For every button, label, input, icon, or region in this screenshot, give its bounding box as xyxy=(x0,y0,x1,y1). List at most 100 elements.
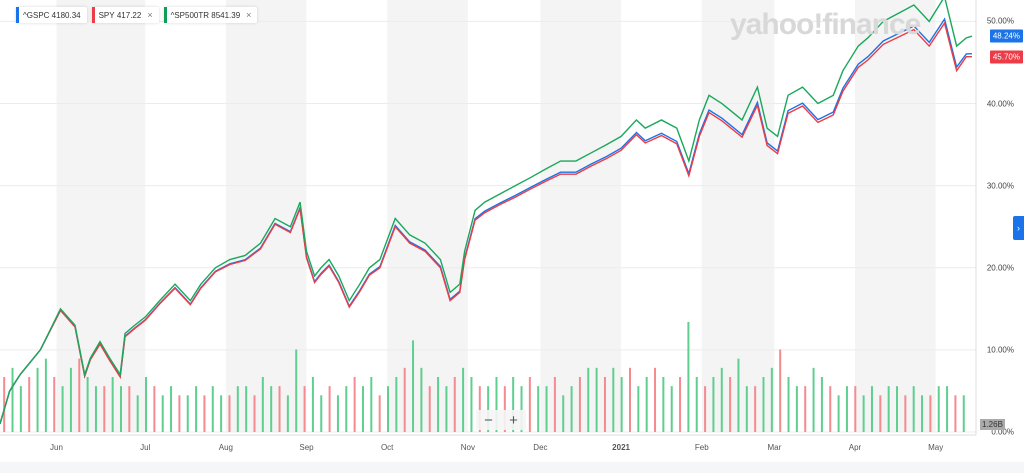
volume-bar xyxy=(153,386,156,432)
volume-bar xyxy=(11,367,14,432)
volume-bar xyxy=(186,395,189,432)
volume-bar xyxy=(787,377,790,432)
volume-bar xyxy=(361,386,364,432)
volume-bar xyxy=(261,377,264,432)
volume-bar xyxy=(28,377,31,432)
volume-bar xyxy=(553,377,556,432)
volume-bar xyxy=(161,395,164,432)
volume-bar xyxy=(770,367,773,432)
volume-bar xyxy=(520,386,523,432)
volume-bar xyxy=(620,377,623,432)
volume-bar xyxy=(311,377,314,432)
x-tick-label: Jul xyxy=(140,443,151,452)
volume-bar xyxy=(645,377,648,432)
volume-bar xyxy=(545,386,548,432)
volume-bar xyxy=(328,386,331,432)
zoom-controls: − + xyxy=(476,410,526,430)
volume-bar xyxy=(445,386,448,432)
volume-bar xyxy=(737,358,740,432)
x-tick-label: Feb xyxy=(694,443,709,452)
volume-bar xyxy=(220,395,223,432)
volume-bar xyxy=(119,386,122,432)
chart-container[interactable]: yahoo!finance ^GSPC 4180.34 SPY 417.22 × … xyxy=(0,0,1024,462)
volume-bar xyxy=(270,386,273,432)
volume-bar xyxy=(870,386,873,432)
volume-label: 1.26B xyxy=(980,419,1005,430)
x-tick-label: 2021 xyxy=(612,443,630,452)
volume-bar xyxy=(745,386,748,432)
volume-bar xyxy=(428,386,431,432)
volume-bar xyxy=(921,395,924,432)
y-tick-label: 10.00% xyxy=(986,345,1014,355)
volume-bar xyxy=(762,377,765,432)
yahoo-finance-logo: yahoo!finance xyxy=(730,8,921,41)
chevron-right-icon[interactable]: › xyxy=(1013,216,1024,240)
volume-bar xyxy=(795,386,798,432)
sp500tr-color-swatch xyxy=(163,7,167,23)
legend: ^GSPC 4180.34 SPY 417.22 × ^SP500TR 8541.… xyxy=(16,7,258,23)
volume-bar xyxy=(695,377,698,432)
x-tick-label: Dec xyxy=(533,443,548,452)
month-shade xyxy=(540,0,622,432)
volume-bar xyxy=(562,395,565,432)
volume-bar xyxy=(320,395,323,432)
volume-bar xyxy=(670,386,673,432)
x-tick-label: Nov xyxy=(460,443,475,452)
volume-bar xyxy=(236,386,239,432)
volume-bar xyxy=(704,386,707,432)
x-tick-label: Apr xyxy=(848,443,862,452)
volume-bar xyxy=(353,377,356,432)
legend-symbol: ^SP500TR xyxy=(170,10,210,20)
legend-spy[interactable]: SPY 417.22 × xyxy=(91,7,159,23)
volume-bar xyxy=(278,386,281,432)
legend-value: 417.22 xyxy=(116,10,142,20)
last-value-tag: 45.70% xyxy=(989,50,1023,64)
volume-bar xyxy=(845,386,848,432)
volume-bar xyxy=(587,367,590,432)
volume-bar xyxy=(820,377,823,432)
zoom-out-button[interactable]: − xyxy=(484,411,493,429)
close-icon[interactable]: × xyxy=(246,10,252,20)
volume-bar xyxy=(462,367,465,432)
legend-sp500tr[interactable]: ^SP500TR 8541.39 × xyxy=(163,7,258,23)
volume-bar xyxy=(637,386,640,432)
volume-bar xyxy=(453,377,456,432)
volume-bar xyxy=(854,386,857,432)
volume-bar xyxy=(478,386,481,432)
month-shade xyxy=(387,0,468,432)
legend-gspc[interactable]: ^GSPC 4180.34 xyxy=(16,7,87,23)
volume-bar xyxy=(603,377,606,432)
legend-symbol: SPY xyxy=(98,10,115,20)
volume-bar xyxy=(837,395,840,432)
y-tick-label: 50.00% xyxy=(986,16,1014,26)
volume-bar xyxy=(503,386,506,432)
volume-bar xyxy=(578,377,581,432)
volume-bar xyxy=(912,386,915,432)
x-tick-label: Oct xyxy=(380,443,394,452)
volume-bar xyxy=(712,377,715,432)
volume-bar xyxy=(145,377,148,432)
legend-value: 4180.34 xyxy=(51,10,81,20)
volume-bar xyxy=(61,386,64,432)
volume-bar xyxy=(103,386,106,432)
volume-bar xyxy=(336,395,339,432)
volume-bar xyxy=(729,377,732,432)
volume-bar xyxy=(178,395,181,432)
volume-bar xyxy=(378,395,381,432)
volume-bar xyxy=(420,367,423,432)
volume-bar xyxy=(487,386,490,432)
volume-bar xyxy=(754,386,757,432)
y-tick-label: 30.00% xyxy=(986,181,1014,191)
volume-bar xyxy=(679,377,682,432)
zoom-in-button[interactable]: + xyxy=(509,411,518,429)
price-chart[interactable] xyxy=(0,0,1024,462)
volume-bar xyxy=(228,395,231,432)
volume-bar xyxy=(370,377,373,432)
x-tick-label: Aug xyxy=(218,443,233,452)
volume-bar xyxy=(69,367,72,432)
month-shade xyxy=(855,0,936,432)
volume-bar xyxy=(862,395,865,432)
close-icon[interactable]: × xyxy=(147,10,153,20)
volume-bar xyxy=(896,386,899,432)
legend-symbol: ^GSPC xyxy=(23,10,50,20)
